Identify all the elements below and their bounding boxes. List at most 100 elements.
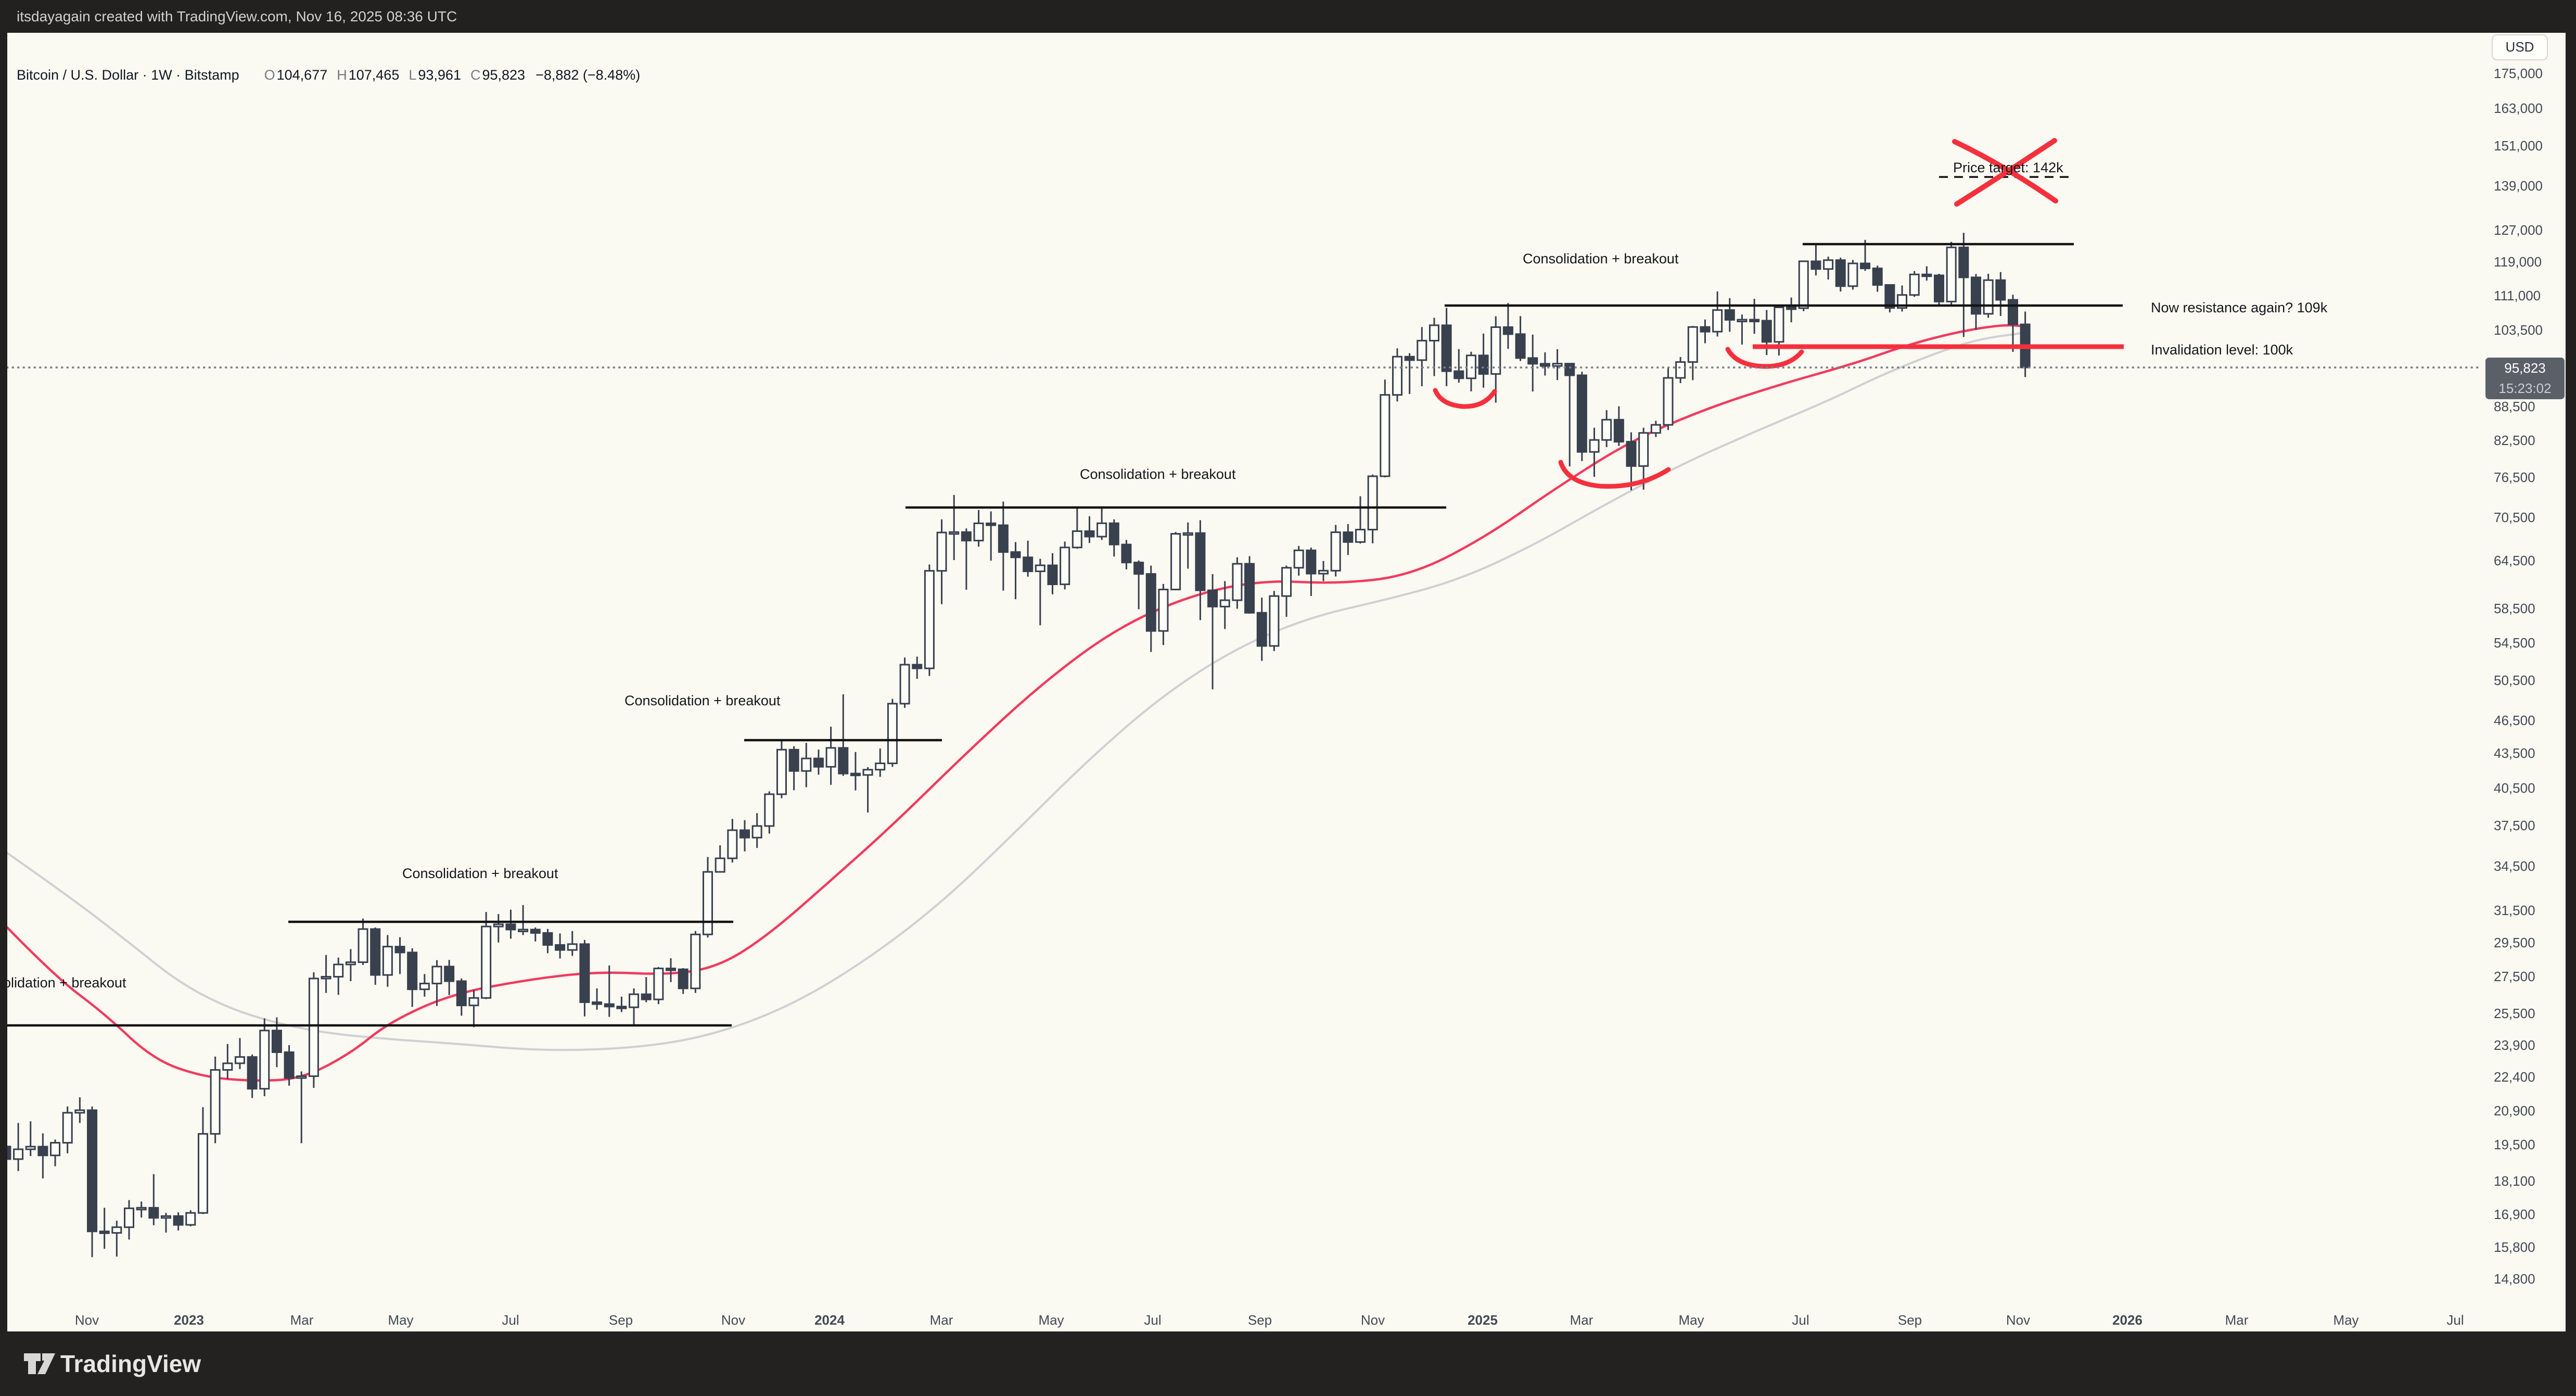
candle-down (1207, 589, 1218, 607)
candle-down (505, 923, 516, 931)
candle-up (567, 943, 578, 951)
price-tick: 20,900 (2494, 1102, 2535, 1119)
time-tick: Mar (1570, 1312, 1593, 1328)
candle-down (456, 980, 467, 1007)
candle-up (431, 966, 442, 985)
ohlc-value: 107,465 (348, 67, 400, 83)
ohlc-value: 104,677 (276, 67, 328, 83)
candle-up (1946, 246, 1957, 302)
candle-down (1453, 370, 1464, 379)
candle-down (666, 968, 677, 971)
price-tick: 163,000 (2494, 100, 2543, 116)
candle-down (1884, 284, 1895, 309)
annotation-resistance: Now resistance again? 109k (2151, 300, 2328, 315)
candle-up (899, 664, 910, 705)
candle-down (592, 1001, 603, 1005)
candle-up (924, 570, 935, 669)
symbol-title[interactable]: Bitcoin / U.S. Dollar · 1W · Bitstamp (17, 67, 239, 83)
currency-button[interactable]: USD (2492, 34, 2548, 60)
candle-down (1047, 564, 1058, 586)
candle-up (887, 703, 898, 765)
candle-up (333, 963, 344, 978)
time-tick: Mar (929, 1312, 953, 1328)
candle-up (1638, 432, 1649, 467)
price-tick: 119,000 (2494, 253, 2542, 270)
price-tick: 31,500 (2494, 903, 2535, 919)
candle-down (7, 1146, 11, 1160)
candle-down (1995, 279, 2006, 301)
candle-down (407, 951, 418, 991)
price-tick: 14,800 (2494, 1271, 2535, 1287)
time-tick: Mar (290, 1312, 314, 1328)
ohlc-value: 93,961 (418, 67, 461, 83)
candle-down (370, 928, 381, 976)
price-tick: 70,500 (2494, 509, 2535, 525)
annotation-breakout-4: Consolidation + breakout (1080, 466, 1236, 482)
annotation-breakout-3: Consolidation + breakout (624, 693, 781, 708)
candle-up (862, 769, 873, 776)
candle-up (136, 1207, 147, 1211)
price-tick: 22,400 (2494, 1069, 2535, 1085)
candle-down (616, 1006, 627, 1009)
drawing-swoosh-3 (1725, 347, 1804, 369)
candle-up (936, 531, 947, 572)
candle-up (1798, 260, 1809, 309)
candle-down (579, 943, 590, 1003)
ohlc-label: H (337, 67, 347, 83)
candle-up (1293, 549, 1304, 569)
candle-down (1934, 274, 1945, 302)
candle-down (739, 829, 750, 839)
candle-down (148, 1207, 159, 1219)
candle-down (1010, 551, 1021, 559)
ma-slow-line (7, 332, 2025, 1051)
candle-up (825, 747, 836, 768)
watermark-bar: itsdayagain created with TradingView.com… (0, 0, 2576, 33)
ma-fast-line (7, 324, 2025, 1082)
candle-up (1281, 567, 1292, 597)
ohlc-value: 95,823 (482, 67, 526, 83)
time-tick: Jul (1792, 1312, 1809, 1328)
chart-panel[interactable]: Bitcoin / U.S. Dollar · 1W · Bitstamp O 10… (7, 33, 2566, 1331)
time-tick: Jul (2446, 1312, 2464, 1328)
candle-down (247, 1056, 258, 1090)
x-mark-stroke (1952, 139, 2058, 204)
candle-up (776, 748, 787, 795)
candle-up (727, 829, 738, 859)
candle-up (321, 975, 331, 980)
candle-down (1306, 549, 1317, 575)
tradingview-logo-icon[interactable] (23, 1348, 56, 1379)
candle-up (1417, 339, 1427, 361)
symbol-header: Bitcoin / U.S. Dollar · 1W · Bitstamp O 10… (17, 67, 640, 90)
candle-up (1219, 599, 1230, 607)
candle-down (2007, 299, 2018, 325)
candle-up (703, 871, 713, 935)
candle-down (173, 1215, 184, 1226)
candle-down (1613, 418, 1624, 443)
candle-up (1035, 564, 1045, 573)
x-mark-stroke (1954, 138, 2057, 207)
candle-up (1392, 356, 1402, 396)
drawing-swoosh-1 (1433, 388, 1497, 409)
candle-up (875, 763, 886, 771)
candle-up (124, 1207, 134, 1228)
price-chart[interactable] (7, 33, 2566, 1331)
candle-up (1552, 363, 1563, 367)
last-price-badge[interactable]: 95,823 15:23:02 (2485, 358, 2565, 399)
candle-down (284, 1051, 295, 1079)
candle-up (296, 1075, 307, 1079)
candle-up (518, 929, 529, 932)
candle-up (1367, 475, 1378, 530)
candle-up (210, 1069, 221, 1135)
price-tick: 50,500 (2494, 672, 2535, 688)
candle-down (1121, 543, 1132, 564)
candle-up (481, 925, 492, 999)
candle-down (394, 946, 405, 954)
candle-up (419, 983, 430, 991)
price-tick: 46,500 (2494, 712, 2535, 728)
tradingview-logo-text[interactable]: TradingView (60, 1350, 201, 1377)
candle-up (74, 1109, 85, 1114)
candle-down (678, 968, 688, 989)
candle-down (986, 522, 997, 526)
candle-up (1330, 531, 1341, 572)
candle-down (1576, 374, 1587, 453)
